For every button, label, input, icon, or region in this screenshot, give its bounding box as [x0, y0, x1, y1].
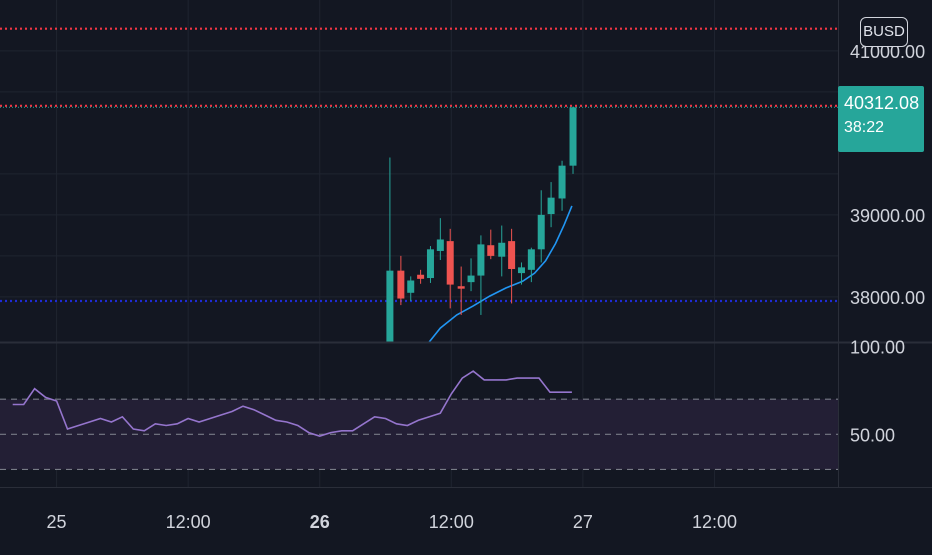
candle [527, 247, 535, 283]
candle-body [498, 242, 506, 257]
candle-body [407, 280, 415, 293]
rsi-line [12, 370, 572, 437]
candle-body [487, 245, 495, 256]
candle-body [417, 274, 425, 279]
candle-body [527, 249, 535, 270]
candle [537, 190, 545, 263]
grid [0, 0, 838, 487]
time-tick-label: 12:00 [166, 512, 211, 532]
time-axis[interactable]: 25 12:00 26 12:00 27 12:00 [47, 512, 737, 532]
last-price-label: 40312.08 38:22 [838, 86, 924, 152]
candle [446, 228, 454, 309]
candle-body [477, 244, 485, 276]
rsi-line [12, 370, 572, 437]
moving-average [428, 205, 573, 342]
candle [517, 262, 525, 285]
candle-body [467, 275, 475, 283]
candle [407, 276, 415, 301]
candle [498, 225, 506, 277]
price-tick-label: 38000.00 [850, 288, 925, 308]
price-tick-label: 39000.00 [850, 206, 925, 226]
rsi-band [0, 398, 838, 471]
time-tick-label: 12:00 [429, 512, 474, 532]
candle [569, 106, 577, 174]
candle-body [537, 214, 545, 250]
candle-body [517, 267, 525, 274]
candle [397, 255, 405, 306]
candle [426, 246, 434, 283]
bar-countdown: 38:22 [844, 119, 885, 136]
candle-body [569, 107, 577, 166]
candle [386, 157, 394, 342]
candle [547, 182, 555, 228]
candle-body [446, 241, 454, 285]
candlesticks [386, 106, 577, 342]
candle-body [386, 270, 394, 342]
pane-separators [0, 0, 932, 488]
last-price-value: 40312.08 [844, 93, 920, 113]
candle-body [547, 197, 555, 215]
candle-body [436, 239, 444, 251]
candle [508, 228, 516, 304]
candle [558, 160, 566, 211]
candle-body [397, 270, 405, 299]
candle [436, 218, 444, 260]
candle-body [457, 286, 465, 289]
candle-body [508, 241, 516, 270]
moving-average-line [428, 205, 573, 342]
candle-body [426, 249, 434, 279]
time-tick-label: 25 [47, 512, 67, 532]
candle [487, 229, 495, 260]
rsi-tick-label: 50.00 [850, 425, 895, 445]
candle [457, 266, 465, 315]
time-tick-label: 26 [310, 512, 330, 532]
candle [477, 235, 485, 315]
candle [467, 258, 475, 292]
time-tick-label: 27 [573, 512, 593, 532]
currency-button[interactable]: BUSD [860, 17, 908, 47]
candle-body [558, 165, 566, 199]
candle [417, 269, 425, 284]
time-tick-label: 12:00 [692, 512, 737, 532]
rsi-tick-label: 100.00 [850, 338, 905, 358]
